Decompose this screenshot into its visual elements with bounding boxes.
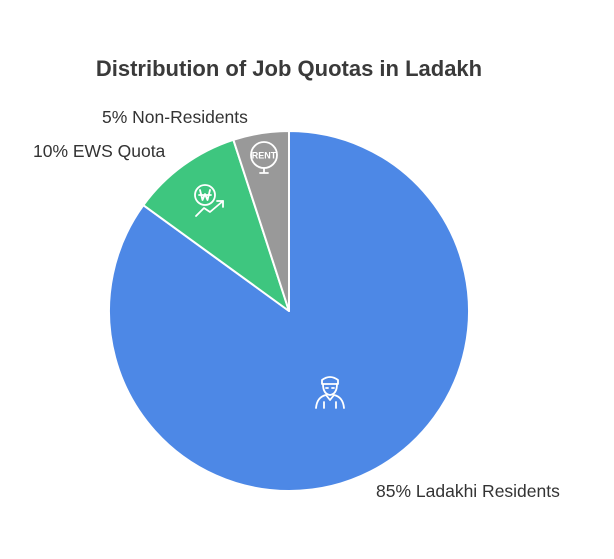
slice-label-ladakhi-residents: 85% Ladakhi Residents [376,481,560,501]
slice-label-non-residents: 5% Non-Residents [102,107,248,127]
rent-sign-icon: RENT [250,141,278,174]
pie-slice-ews-quota [142,138,290,312]
pie-slice-non-residents [232,130,290,312]
svg-text:RENT: RENT [252,151,277,161]
pie-slice-ladakhi-residents [108,130,470,492]
person-with-cap-icon [315,376,345,409]
slice-label-ews-quota: 10% EWS Quota [33,141,166,161]
won-growth-icon [194,184,224,217]
pie-slices [108,130,470,492]
chart-title: Distribution of Job Quotas in Ladakh [96,56,482,81]
